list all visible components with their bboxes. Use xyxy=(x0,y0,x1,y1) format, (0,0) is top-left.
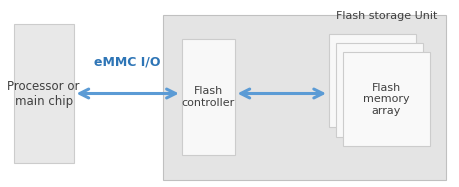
Text: Flash
memory
array: Flash memory array xyxy=(362,82,409,116)
Bar xyxy=(328,34,415,127)
Text: Flash storage Unit: Flash storage Unit xyxy=(335,11,436,21)
Text: Processor or
main chip: Processor or main chip xyxy=(7,79,80,108)
Text: Flash
controller: Flash controller xyxy=(181,86,234,108)
Bar xyxy=(14,24,73,163)
Bar xyxy=(181,39,234,155)
Text: eMMC I/O: eMMC I/O xyxy=(94,55,161,68)
Bar xyxy=(342,52,429,146)
Bar xyxy=(335,43,422,137)
Bar xyxy=(163,15,445,180)
